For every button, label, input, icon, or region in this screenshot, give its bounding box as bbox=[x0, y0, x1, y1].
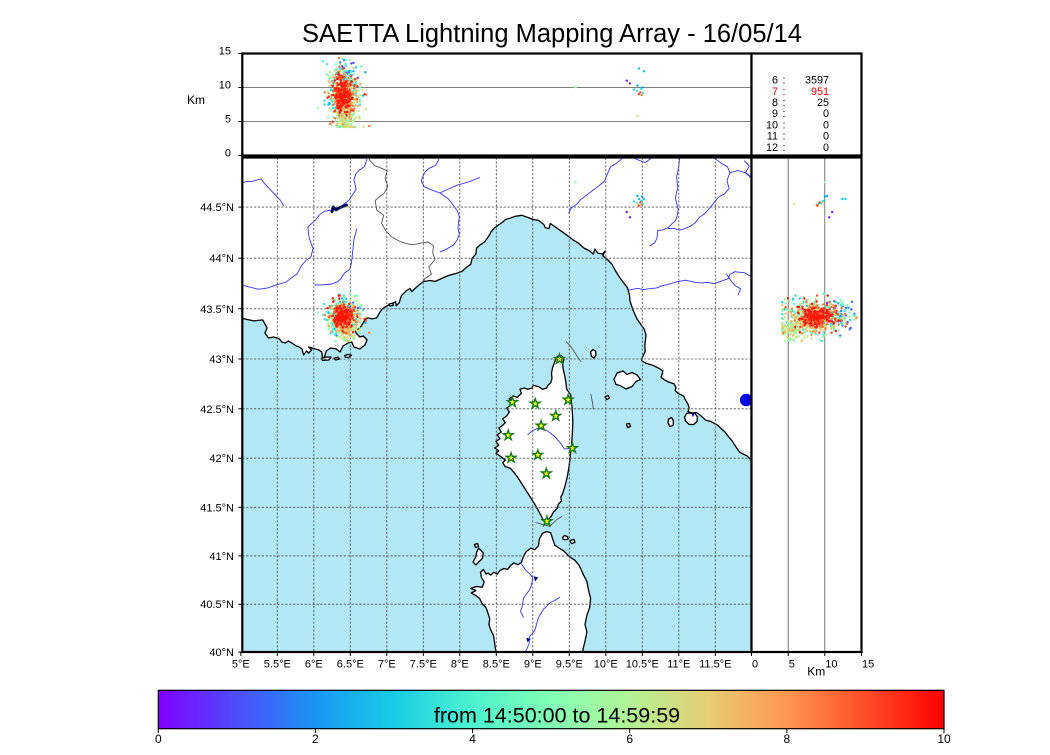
svg-text:15: 15 bbox=[219, 46, 231, 58]
svg-text:0: 0 bbox=[155, 732, 162, 746]
svg-text:0: 0 bbox=[823, 142, 829, 154]
svg-text:42°N: 42°N bbox=[209, 453, 234, 465]
svg-text:41.5°N: 41.5°N bbox=[200, 502, 234, 514]
svg-text:8: 8 bbox=[772, 97, 778, 109]
svg-text:2: 2 bbox=[312, 732, 319, 746]
svg-text:9.5°E: 9.5°E bbox=[556, 659, 583, 671]
svg-text:0: 0 bbox=[823, 119, 829, 131]
svg-text:from 14:50:00 to 14:59:59: from 14:50:00 to 14:59:59 bbox=[434, 704, 680, 728]
svg-text:40°N: 40°N bbox=[209, 647, 234, 659]
svg-text:5°E: 5°E bbox=[232, 659, 250, 671]
svg-text:10: 10 bbox=[766, 119, 778, 131]
svg-text:4: 4 bbox=[469, 732, 476, 746]
svg-text:11: 11 bbox=[767, 131, 778, 143]
svg-text:6.5°E: 6.5°E bbox=[337, 659, 364, 671]
svg-text:3597: 3597 bbox=[805, 75, 829, 87]
svg-text:6°E: 6°E bbox=[305, 659, 323, 671]
svg-text:10.5°E: 10.5°E bbox=[626, 659, 659, 671]
svg-text:7: 7 bbox=[772, 86, 778, 98]
svg-text::: : bbox=[783, 108, 786, 120]
svg-text:6: 6 bbox=[626, 732, 633, 746]
svg-text:5: 5 bbox=[225, 114, 231, 126]
svg-text:6: 6 bbox=[772, 75, 778, 87]
svg-text:43°N: 43°N bbox=[209, 354, 234, 366]
svg-text:15: 15 bbox=[862, 659, 874, 671]
svg-text:7.5°E: 7.5°E bbox=[410, 659, 437, 671]
svg-text:11°E: 11°E bbox=[667, 659, 690, 671]
svg-text:44°N: 44°N bbox=[209, 253, 234, 265]
svg-text:7°E: 7°E bbox=[378, 659, 396, 671]
svg-text::: : bbox=[783, 131, 786, 143]
svg-text:951: 951 bbox=[811, 86, 829, 98]
svg-text:10°E: 10°E bbox=[594, 659, 618, 671]
svg-text:40.5°N: 40.5°N bbox=[200, 599, 234, 611]
svg-text::: : bbox=[783, 119, 786, 131]
svg-text:10: 10 bbox=[219, 80, 231, 92]
svg-text:25: 25 bbox=[817, 97, 829, 109]
svg-text:Km: Km bbox=[807, 665, 825, 679]
svg-text:SAETTA Lightning Mapping Array: SAETTA Lightning Mapping Array - 16/05/1… bbox=[302, 20, 802, 48]
svg-text:8: 8 bbox=[784, 732, 791, 746]
svg-text:9: 9 bbox=[772, 108, 778, 120]
svg-text:43.5°N: 43.5°N bbox=[200, 304, 234, 316]
svg-text:8.5°E: 8.5°E bbox=[483, 659, 510, 671]
svg-text:9°E: 9°E bbox=[524, 659, 542, 671]
svg-text:44.5°N: 44.5°N bbox=[200, 202, 234, 214]
svg-text::: : bbox=[783, 86, 786, 98]
svg-text:42.5°N: 42.5°N bbox=[200, 404, 234, 416]
svg-text:0: 0 bbox=[752, 659, 758, 671]
svg-text:11.5°E: 11.5°E bbox=[699, 659, 731, 671]
svg-text::: : bbox=[783, 142, 786, 154]
svg-text:12: 12 bbox=[766, 142, 778, 154]
svg-text:0: 0 bbox=[225, 148, 231, 160]
svg-text:Km: Km bbox=[187, 93, 205, 107]
svg-text::: : bbox=[783, 75, 786, 87]
svg-text:10: 10 bbox=[825, 659, 837, 671]
svg-text:0: 0 bbox=[823, 131, 829, 143]
svg-text:0: 0 bbox=[823, 108, 829, 120]
svg-text::: : bbox=[783, 97, 786, 109]
svg-text:10: 10 bbox=[937, 732, 951, 746]
svg-text:5.5°E: 5.5°E bbox=[264, 659, 291, 671]
svg-text:8°E: 8°E bbox=[451, 659, 469, 671]
svg-text:5: 5 bbox=[789, 659, 795, 671]
svg-text:41°N: 41°N bbox=[209, 551, 234, 563]
